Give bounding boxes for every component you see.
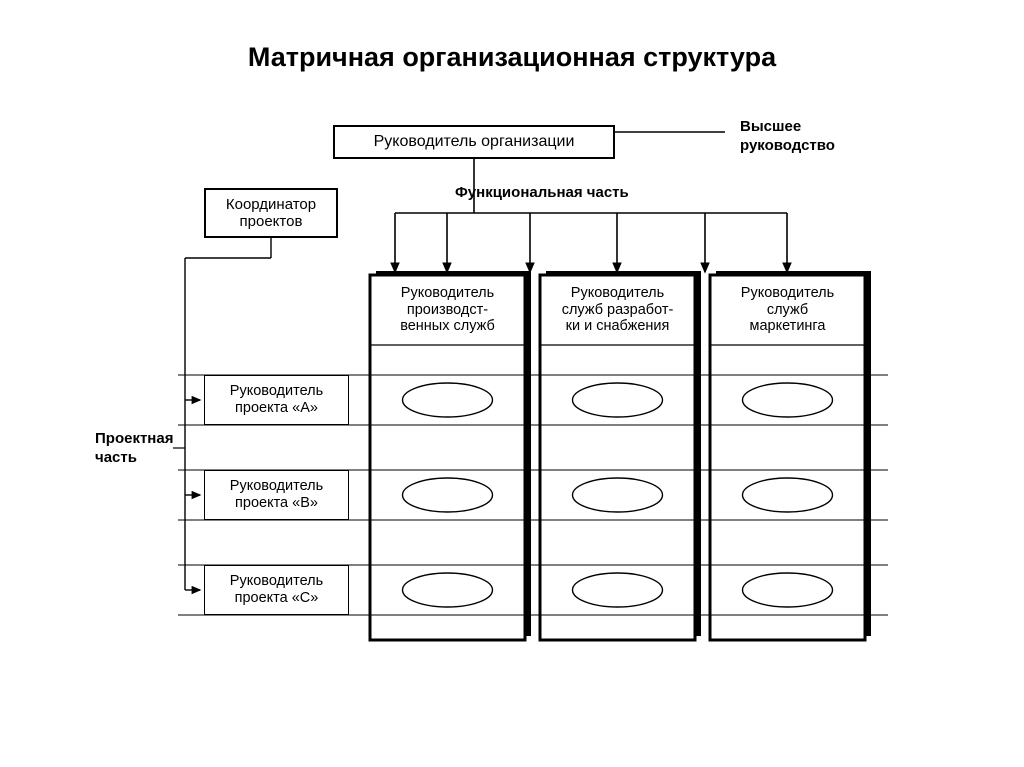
func-head-3: Руководитель служб маркетинга <box>714 279 861 341</box>
func-head-3-text: Руководитель служб маркетинга <box>741 285 834 335</box>
top-right-label: Высшее руководство <box>740 118 835 156</box>
diagram-canvas: Матричная организационная структура Высш… <box>0 0 1024 767</box>
director-text: Руководитель организации <box>374 133 575 151</box>
connector-layer <box>0 0 1024 767</box>
project-c-text: Руководитель проекта «С» <box>230 573 323 606</box>
func-head-1-text: Руководитель производст- венных служб <box>400 285 495 335</box>
func-head-2-text: Руководитель служб разработ- ки и снабже… <box>562 285 674 335</box>
coordinator-box: Координатор проектов <box>204 188 338 238</box>
functional-part-label: Функциональная часть <box>455 184 629 203</box>
project-b-box: Руководитель проекта «В» <box>204 470 349 520</box>
project-part-label: Проектная часть <box>95 430 173 468</box>
func-head-1: Руководитель производст- венных служб <box>374 279 521 341</box>
project-a-text: Руководитель проекта «А» <box>230 383 323 416</box>
project-a-box: Руководитель проекта «А» <box>204 375 349 425</box>
func-head-2: Руководитель служб разработ- ки и снабже… <box>544 279 691 341</box>
project-b-text: Руководитель проекта «В» <box>230 478 323 511</box>
director-box: Руководитель организации <box>333 125 615 159</box>
coordinator-text: Координатор проектов <box>226 196 316 231</box>
project-c-box: Руководитель проекта «С» <box>204 565 349 615</box>
page-title: Матричная организационная структура <box>0 42 1024 73</box>
